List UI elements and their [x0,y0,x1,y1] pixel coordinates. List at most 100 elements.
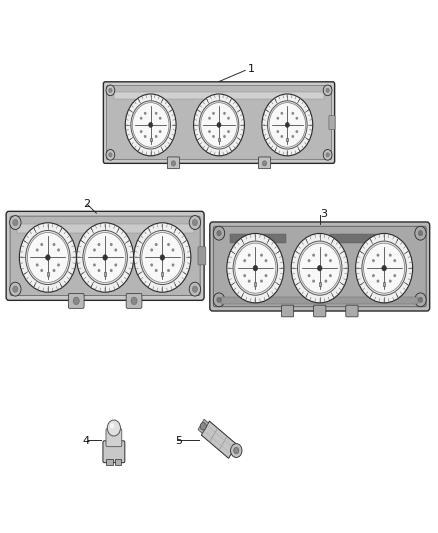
Circle shape [155,112,157,114]
Circle shape [107,420,120,436]
Circle shape [168,270,169,271]
Circle shape [213,227,225,240]
Bar [17,224,194,233]
Circle shape [192,220,198,225]
Circle shape [109,88,112,93]
Circle shape [389,280,391,282]
Text: 5: 5 [175,436,182,446]
FancyBboxPatch shape [167,157,180,168]
Circle shape [373,275,374,277]
Circle shape [115,249,117,251]
Circle shape [172,264,174,266]
Text: 1: 1 [247,64,254,74]
Circle shape [265,275,267,277]
Circle shape [83,230,127,285]
Circle shape [109,152,112,157]
Circle shape [330,260,331,262]
Circle shape [217,297,221,303]
Circle shape [292,112,293,114]
Circle shape [233,447,239,454]
Circle shape [131,297,137,305]
Circle shape [261,254,262,256]
Circle shape [10,215,21,229]
Circle shape [325,280,327,282]
Circle shape [110,270,112,271]
Circle shape [313,254,314,256]
FancyBboxPatch shape [106,85,332,160]
Circle shape [85,232,126,282]
Circle shape [326,152,329,157]
FancyBboxPatch shape [10,216,200,295]
Circle shape [227,233,284,303]
Bar [104,272,106,276]
Circle shape [142,232,183,282]
Circle shape [415,293,426,307]
FancyBboxPatch shape [329,116,335,130]
Circle shape [230,443,242,457]
Circle shape [155,270,157,271]
Circle shape [299,243,340,293]
Circle shape [141,131,142,132]
Circle shape [261,280,262,282]
Circle shape [58,264,59,266]
Bar [230,235,286,243]
Bar [47,272,49,276]
Circle shape [155,136,157,137]
FancyBboxPatch shape [346,305,358,317]
Circle shape [394,275,396,277]
Circle shape [13,286,18,292]
Circle shape [296,131,297,132]
Circle shape [318,265,322,271]
Circle shape [228,131,229,132]
Text: 3: 3 [320,209,327,219]
Bar [318,282,321,286]
Circle shape [233,241,278,295]
Circle shape [13,220,18,225]
Circle shape [98,270,100,271]
Circle shape [262,94,313,156]
Polygon shape [198,419,208,433]
Circle shape [77,223,134,292]
Circle shape [244,260,245,262]
Circle shape [192,286,198,292]
Circle shape [296,117,297,119]
Circle shape [131,101,170,149]
FancyBboxPatch shape [103,441,125,463]
Circle shape [285,123,290,127]
Circle shape [362,241,406,295]
FancyBboxPatch shape [68,293,84,308]
Circle shape [194,94,244,156]
Circle shape [110,423,114,429]
Circle shape [106,150,115,160]
Circle shape [281,136,283,137]
Circle shape [159,131,161,132]
Bar [286,138,288,141]
FancyBboxPatch shape [314,305,326,317]
FancyBboxPatch shape [106,429,122,447]
Circle shape [151,249,152,251]
Circle shape [326,88,329,93]
Circle shape [209,131,210,132]
Bar [114,92,324,99]
Circle shape [415,227,426,240]
Circle shape [145,136,146,137]
Circle shape [200,423,206,430]
Bar [383,282,385,286]
Circle shape [140,230,184,285]
Circle shape [389,254,391,256]
Circle shape [224,112,225,114]
Circle shape [262,161,267,166]
Circle shape [308,275,310,277]
Polygon shape [201,421,237,458]
Circle shape [172,249,174,251]
Circle shape [269,103,306,147]
Circle shape [26,230,70,285]
Circle shape [217,123,221,127]
Circle shape [115,264,117,266]
Circle shape [373,260,374,262]
Circle shape [330,275,331,277]
Circle shape [277,131,279,132]
Circle shape [41,244,42,245]
FancyBboxPatch shape [103,82,335,163]
Circle shape [268,101,307,149]
